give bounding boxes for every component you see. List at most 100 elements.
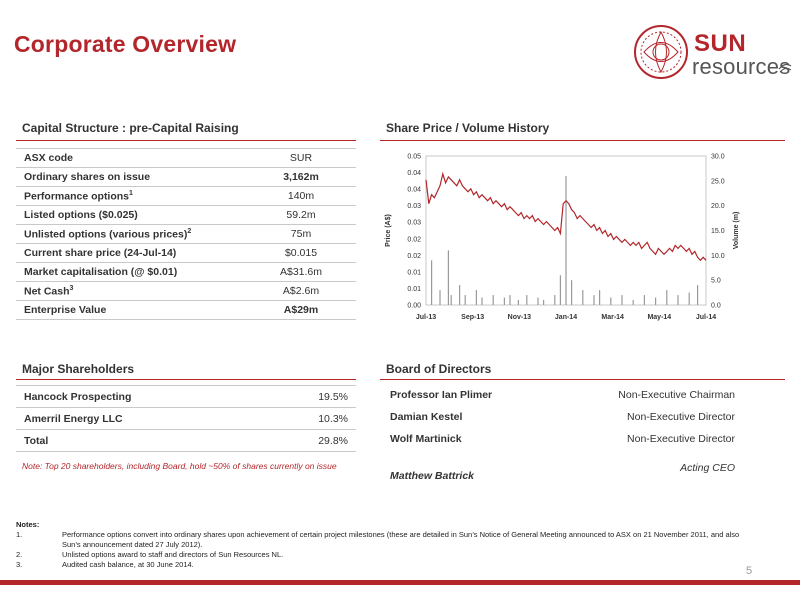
capital-structure-heading: Capital Structure : pre-Capital Raising (22, 121, 239, 135)
capital-row: Enterprise Value A$29m (16, 300, 356, 320)
shareholder-row: Hancock Prospecting 19.5% (16, 385, 356, 408)
capital-row-label: Ordinary shares on issue (16, 167, 246, 187)
capital-row: Current share price (24-Jul-14) $0.015 (16, 243, 356, 263)
capital-row-label: Current share price (24-Jul-14) (16, 243, 246, 263)
footnotes-heading: Notes: (16, 520, 40, 529)
shareholder-name: Hancock Prospecting (16, 385, 266, 408)
shareholder-pct: 19.5% (266, 385, 356, 408)
board-member: Wolf Martinick Non-Executive Director (390, 433, 735, 445)
board-member: Professor Ian Plimer Non-Executive Chair… (390, 389, 735, 401)
x-tick-label: Nov-13 (508, 314, 531, 321)
y-tick-label: 0.04 (407, 170, 421, 177)
capital-row-label: Listed options ($0.025) (16, 205, 246, 225)
capital-row-label: Unlisted options (various prices)2 (16, 224, 246, 244)
shareholder-row: Total 29.8% (16, 429, 356, 452)
price-line (425, 171, 707, 262)
board-member-name: Damian Kestel (390, 411, 463, 423)
major-shareholders-heading: Major Shareholders (22, 362, 135, 376)
footnote-text: Audited cash balance, at 30 June 2014. (62, 560, 194, 569)
board-member: Matthew Battrick Acting CEO (390, 462, 735, 490)
board-member-name: Professor Ian Plimer (390, 389, 493, 401)
board-member-role: Non-Executive Director (627, 433, 735, 445)
y2-tick-label: 15.0 (711, 228, 725, 235)
x-tick-label: Jul-13 (416, 314, 436, 321)
capital-row-label: Performance options1 (16, 186, 246, 206)
x-tick-label: May-14 (647, 314, 671, 321)
logo-swish-icon (778, 63, 792, 73)
y-tick-label: 0.03 (407, 203, 421, 210)
company-logo: SUN resources (632, 20, 792, 82)
board-member-name: Matthew Battrick (390, 470, 475, 482)
y2-tick-label: 0.0 (711, 303, 721, 310)
capital-row: ASX code SUR (16, 148, 356, 168)
capital-structure-rule (16, 140, 356, 141)
x-tick-label: Jul-14 (696, 314, 716, 321)
shareholder-pct: 10.3% (266, 407, 356, 430)
footnote-ref: 3 (69, 284, 74, 292)
footnote-number: 2. (16, 550, 23, 559)
board-member-role: Acting CEO (680, 462, 735, 474)
capital-row-value: 3,162m (246, 167, 356, 187)
y2-tick-label: 20.0 (711, 203, 725, 210)
y-tick-label: 0.02 (407, 253, 421, 260)
shareholder-pct: 29.8% (266, 429, 356, 452)
y2-tick-label: 5.0 (711, 278, 721, 285)
capital-row-value: 59.2m (246, 205, 356, 225)
logo-sun-text: SUN (694, 30, 747, 57)
capital-row-value: 140m (246, 186, 356, 206)
share-price-rule (380, 140, 785, 141)
y2-tick-label: 10.0 (711, 253, 725, 260)
capital-row-label: Net Cash3 (16, 281, 246, 301)
y-tick-label: 0.00 (407, 303, 421, 310)
capital-row-label: ASX code (16, 148, 246, 168)
footnote-ref: 2 (187, 227, 192, 235)
y-tick-label: 0.01 (407, 269, 421, 276)
y2-tick-label: 30.0 (711, 154, 725, 161)
footnote-text: Performance options convert into ordinar… (62, 530, 740, 549)
footnote-number: 1. (16, 530, 23, 539)
footnote-text: Unlisted options award to staff and dire… (62, 550, 284, 559)
board-member: Damian Kestel Non-Executive Director (390, 411, 735, 423)
board-heading: Board of Directors (386, 362, 492, 376)
board-member-name: Wolf Martinick (390, 433, 462, 445)
y-axis-label: Price (A$) (385, 214, 392, 247)
y-tick-label: 0.04 (407, 187, 421, 194)
share-price-volume-chart: 0.000.010.010.020.020.030.030.040.040.05… (385, 154, 740, 322)
capital-row-value: SUR (246, 148, 356, 168)
capital-row-value: 75m (246, 224, 356, 244)
capital-row-value: A$2.6m (246, 281, 356, 301)
y-tick-label: 0.02 (407, 236, 421, 243)
x-tick-label: Mar-14 (601, 314, 624, 321)
page-number: 5 (746, 565, 753, 577)
bottom-accent-bar (0, 580, 800, 585)
footnote-item: 2. Unlisted options award to staff and d… (16, 550, 756, 560)
footnotes: Notes: 1. Performance options convert in… (16, 520, 756, 570)
capital-row-value: $0.015 (246, 243, 356, 263)
page-title: Corporate Overview (14, 31, 237, 57)
shareholders-note: Note: Top 20 shareholders, including Boa… (22, 461, 337, 471)
board-rule (380, 379, 785, 380)
shareholder-name: Total (16, 429, 266, 452)
capital-row: Market capitalisation (@ $0.01) A$31.6m (16, 262, 356, 282)
footnote-item: 1. Performance options convert into ordi… (16, 530, 756, 550)
capital-row: Performance options1 140m (16, 186, 356, 206)
y-tick-label: 0.05 (407, 154, 421, 161)
major-shareholders-rule (16, 379, 356, 380)
sun-logo-icon (634, 25, 688, 79)
y2-axis-label: Volume (m) (733, 212, 740, 250)
footnote-ref: 1 (129, 189, 133, 197)
y-tick-label: 0.01 (407, 286, 421, 293)
y-tick-label: 0.03 (407, 220, 421, 227)
footnote-item: 3. Audited cash balance, at 30 June 2014… (16, 560, 756, 570)
board-member-role: Non-Executive Director (627, 411, 735, 423)
capital-row: Ordinary shares on issue 3,162m (16, 167, 356, 187)
shareholder-name: Amerril Energy LLC (16, 407, 266, 430)
logo-resources-text: resources (692, 54, 791, 79)
capital-structure-table: ASX code SUR Ordinary shares on issue 3,162… (16, 148, 356, 320)
major-shareholders-table: Hancock Prospecting 19.5% Amerril Energy L… (16, 385, 356, 452)
share-price-heading: Share Price / Volume History (386, 121, 550, 135)
capital-row-value: A$31.6m (246, 262, 356, 282)
footnote-number: 3. (16, 560, 23, 569)
capital-row: Unlisted options (various prices)2 75m (16, 224, 356, 244)
capital-row: Listed options ($0.025) 59.2m (16, 205, 356, 225)
